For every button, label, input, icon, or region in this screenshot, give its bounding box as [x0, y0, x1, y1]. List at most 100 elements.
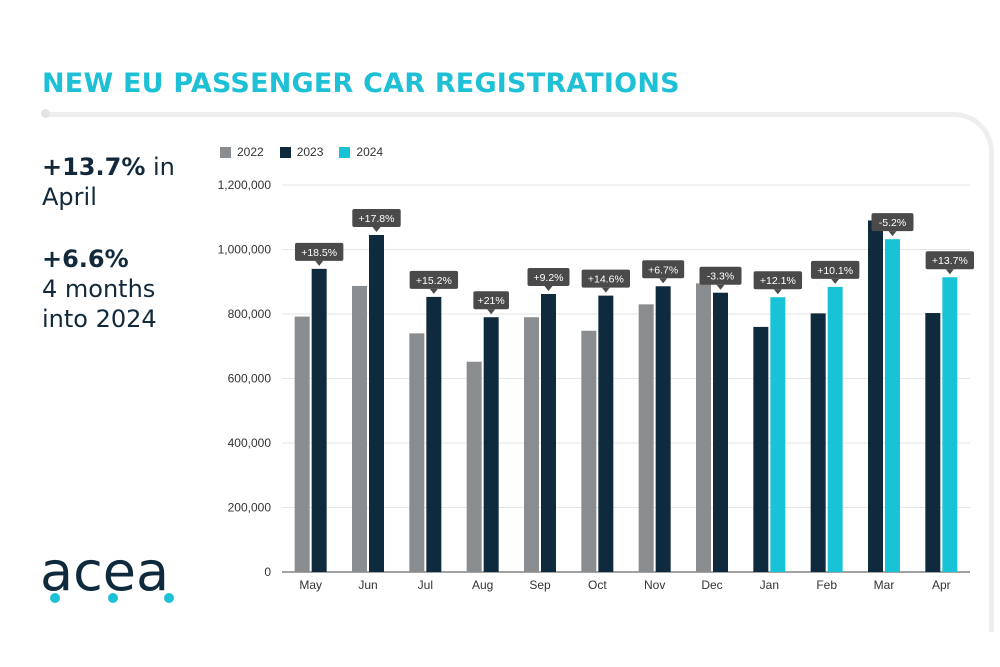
annotation-box	[352, 208, 401, 227]
x-tick-label: Jul	[418, 578, 433, 592]
annotation-label: +14.6%	[588, 274, 624, 286]
kpi-april-value: +13.7%	[42, 153, 146, 181]
x-tick-label: Dec	[701, 578, 722, 592]
y-tick-label: 200,000	[228, 501, 272, 515]
x-tick-label: Mar	[874, 578, 895, 592]
x-tick-label: Feb	[816, 578, 837, 592]
bar-2023-mar	[868, 220, 883, 572]
legend-swatch-2024	[339, 146, 351, 158]
x-tick-label: Aug	[472, 578, 493, 592]
legend-label-2023: 2023	[296, 145, 324, 159]
bar-2023-nov	[655, 286, 671, 572]
logo-dot	[50, 593, 60, 603]
annotation-box	[871, 213, 914, 232]
x-tick-label: May	[299, 578, 322, 592]
legend-swatch-2022	[220, 146, 231, 158]
annotation-box	[294, 242, 344, 261]
annotation-pointer	[831, 278, 840, 284]
annotation-box	[581, 269, 631, 288]
acea-logo: acea	[40, 542, 174, 603]
annotation-pointer	[659, 278, 668, 284]
x-tick-label: Oct	[588, 578, 607, 592]
annotation-label: +10.1%	[817, 265, 853, 277]
x-tick-label: Nov	[644, 578, 665, 592]
x-tick-label: Jun	[358, 578, 377, 592]
annotation-label: -3.3%	[707, 271, 734, 283]
annotation-box	[642, 260, 685, 279]
annotation-pointer	[888, 231, 897, 237]
annotation-pointer	[544, 286, 553, 292]
bar-2022-dec	[696, 283, 711, 572]
y-tick-label: 0	[264, 565, 271, 579]
bar-2023-apr	[925, 313, 941, 572]
annotation-pointer	[601, 287, 610, 293]
y-tick-label: 600,000	[228, 372, 272, 386]
annotation-pointer	[945, 269, 954, 275]
legend-item-2023: 2023	[279, 145, 324, 159]
bar-2024-feb	[827, 286, 843, 572]
bar-2024-mar	[885, 239, 900, 572]
bar-2022-oct	[581, 330, 597, 572]
bar-2024-apr	[942, 277, 958, 572]
bar-2024-jan	[770, 297, 786, 572]
annotation-label: +12.1%	[760, 275, 796, 287]
annotation-box	[527, 268, 570, 287]
x-tick-label: Sep	[529, 578, 551, 592]
annotation-box	[753, 271, 803, 290]
bar-2023-aug	[483, 317, 499, 572]
legend-item-2024: 2024	[339, 145, 383, 159]
legend-label-2022: 2022	[237, 145, 264, 159]
bar-2022-aug	[466, 361, 482, 572]
y-tick-label: 800,000	[228, 307, 272, 321]
frame-dot	[41, 109, 50, 118]
bar-2023-may	[311, 268, 327, 572]
acea-logo-text: acea	[40, 542, 169, 603]
x-tick-label: Jan	[760, 578, 779, 592]
annotation-pointer	[487, 309, 496, 315]
y-tick-label: 400,000	[228, 436, 272, 450]
y-tick-label: 1,000,000	[218, 243, 272, 257]
legend-swatch-2023	[279, 146, 291, 158]
annotation-box	[810, 260, 860, 279]
kpi-april-text: in	[145, 153, 175, 181]
bar-2022-may	[294, 316, 310, 572]
bar-2022-jun	[352, 285, 367, 572]
kpi-ytd: +6.6% 4 months into 2024	[42, 244, 157, 334]
bar-2023-feb	[810, 313, 826, 572]
annotation-pointer	[773, 289, 782, 295]
bar-2022-sep	[524, 317, 539, 572]
bar-2023-jul	[426, 296, 442, 572]
annotation-label: +15.2%	[416, 275, 452, 287]
bar-2023-jun	[369, 234, 384, 573]
annotation-box	[699, 266, 742, 285]
annotation-pointer	[372, 226, 381, 232]
legend-label-2024: 2024	[356, 145, 384, 159]
annotation-label: +18.5%	[301, 247, 337, 259]
logo-dot	[108, 593, 118, 603]
chart-legend: 2022 2023 2024	[220, 145, 383, 159]
kpi-ytd-value: +6.6%	[42, 245, 129, 273]
annotation-label: +6.7%	[648, 264, 678, 276]
bar-2022-nov	[638, 304, 654, 572]
bar-2023-dec	[713, 292, 728, 572]
kpi-april-line2: April	[42, 183, 97, 211]
annotation-label: +13.7%	[932, 255, 968, 267]
annotation-label: +21%	[478, 295, 505, 307]
legend-item-2022: 2022	[220, 145, 264, 159]
annotation-label: +17.8%	[359, 213, 395, 225]
annotation-label: +9.2%	[533, 272, 563, 284]
page-title: NEW EU PASSENGER CAR REGISTRATIONS	[42, 68, 680, 99]
bar-2023-sep	[541, 294, 556, 572]
annotation-label: -5.2%	[879, 217, 906, 229]
y-tick-label: 1,200,000	[218, 178, 272, 192]
card-frame	[44, 112, 994, 632]
annotation-box	[473, 291, 509, 310]
annotation-pointer	[315, 260, 324, 266]
x-tick-label: Apr	[932, 578, 951, 592]
bar-2023-jan	[753, 326, 769, 572]
bar-2023-oct	[598, 295, 614, 572]
kpi-april: +13.7% in April	[42, 152, 175, 212]
annotation-box	[409, 270, 459, 289]
annotation-pointer	[716, 284, 725, 290]
